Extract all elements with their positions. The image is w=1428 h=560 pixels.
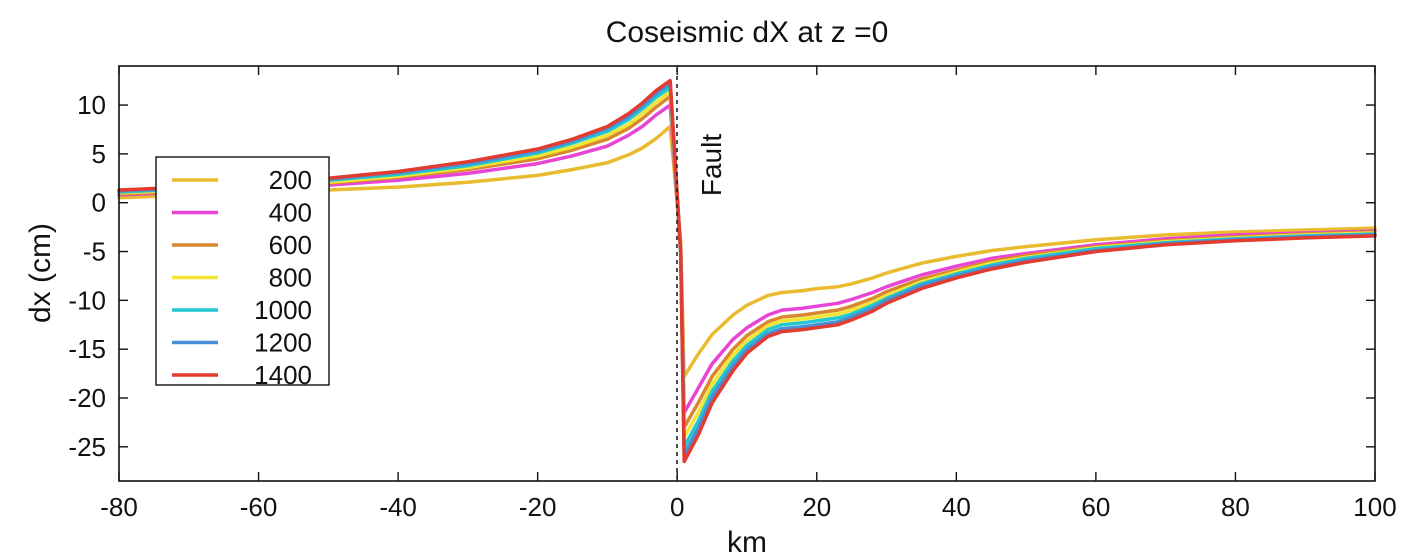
x-tick-label: -60 <box>240 492 278 522</box>
y-tick-label: -10 <box>68 285 106 315</box>
y-tick-label: -20 <box>68 383 106 413</box>
x-tick-label: 100 <box>1353 492 1396 522</box>
legend-label-600: 600 <box>269 230 312 260</box>
x-axis-label: km <box>727 526 767 559</box>
x-tick-label: 60 <box>1081 492 1110 522</box>
series-line-800 <box>117 89 1377 439</box>
y-tick-label: -25 <box>68 432 106 462</box>
series-line-1400 <box>117 78 1377 464</box>
y-tick-label: 0 <box>92 188 106 218</box>
legend-label-1200: 1200 <box>254 328 312 358</box>
y-tick-label: 10 <box>77 90 106 120</box>
x-tick-label: -40 <box>379 492 417 522</box>
series-line-200 <box>117 124 1377 379</box>
x-tick-label: 80 <box>1221 492 1250 522</box>
y-tick-label: 5 <box>92 139 106 169</box>
x-tick-label: 0 <box>670 492 684 522</box>
series-line-1200 <box>117 81 1377 457</box>
legend-label-200: 200 <box>269 165 312 195</box>
legend-label-1400: 1400 <box>254 360 312 390</box>
series-line-400 <box>117 103 1377 415</box>
x-tick-label: -80 <box>100 492 138 522</box>
series-line-1000 <box>117 85 1377 449</box>
fault-label: Fault <box>696 134 727 196</box>
legend-label-400: 400 <box>269 198 312 228</box>
legend-label-1000: 1000 <box>254 295 312 325</box>
x-tick-label: -20 <box>519 492 557 522</box>
axis-ticks: -80 -60 -40 -20 0 20 40 60 80 100 10 5 0 -5 -10 -15 -20 -… <box>68 66 1397 522</box>
x-tick-label: 40 <box>942 492 971 522</box>
y-tick-label: -5 <box>83 237 106 267</box>
y-axis-label: dx (cm) <box>24 223 57 323</box>
legend-box <box>155 156 330 386</box>
y-tick-label: -15 <box>68 334 106 364</box>
legend-label-800: 800 <box>269 263 312 293</box>
chart-title: Coseismic dX at z =0 <box>606 16 889 49</box>
plot-area <box>117 78 1377 464</box>
x-tick-label: 20 <box>802 492 831 522</box>
series-line-600 <box>117 94 1377 430</box>
plot-frame <box>118 65 1376 482</box>
